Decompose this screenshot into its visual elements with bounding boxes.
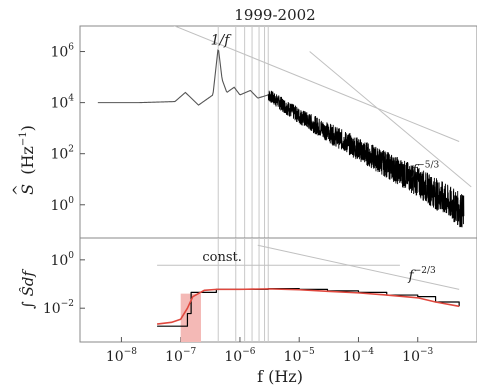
- x-tick-label: 10−8: [106, 347, 137, 365]
- cumulative-y-axis-label: ∫ Ŝdf: [19, 269, 37, 309]
- cumulative-plot-frame: [79, 237, 477, 343]
- spectrum-y-tick-label: 106: [50, 43, 74, 61]
- cumulative-axes-ticks: 100 10−2 10−8 10−7 10−6 10−5 10−4 10−3: [43, 251, 434, 365]
- spectrum-y-ticks: 106 104 102 100: [50, 43, 85, 214]
- spectrum-noise: [267, 90, 465, 228]
- reference-line: [173, 26, 460, 142]
- x-tick-label: 10−5: [284, 347, 315, 365]
- chart-title: 1999-2002: [234, 6, 315, 24]
- shaded-region: [180, 293, 201, 342]
- spectrum-y-label-unit: (Hz: [18, 146, 37, 175]
- spectrum-y-label-exp: −1: [18, 131, 29, 146]
- spectrum-reference-lines: [173, 26, 472, 188]
- spectrum-y-axis-label: S (Hz−1) ^: [11, 125, 37, 196]
- spectrum-y-tick-label: 102: [50, 145, 74, 163]
- ref-label-minus-2-3: f−2/3: [408, 266, 436, 284]
- marker-lines: [217, 26, 269, 238]
- spectrum-series: [97, 49, 465, 228]
- ref-label-minus-5-3: f−5/3: [411, 161, 439, 179]
- shaded-region-rect: [180, 293, 201, 342]
- step-series: [157, 287, 460, 327]
- spectrum-panel: 1999-2002 S (Hz−1) ^ 106 104 102 100 1/f f−5…: [11, 6, 477, 239]
- spectrum-y-label-close: ): [18, 125, 37, 131]
- svg-text:S (Hz−1): S (Hz−1): [18, 125, 37, 195]
- cumulative-y-tick-label: 10−2: [43, 299, 74, 317]
- smooth-series: [157, 288, 460, 325]
- cumulative-reference-labels: const. f−2/3: [202, 250, 436, 284]
- cumulative-panel: ∫ Ŝdf 100 10−2 10−8 10−7 10−6 10−5 10−4 10−3 co…: [19, 237, 477, 386]
- x-axis-label: f (Hz): [257, 367, 303, 386]
- spectrum-y-tick-label: 100: [50, 196, 74, 214]
- ref-label-const: const.: [202, 250, 242, 265]
- reference-line: [309, 51, 472, 188]
- reference-line: [257, 244, 460, 290]
- spectrum-y-tick-label: 104: [50, 94, 74, 112]
- spectrum-plot-frame: [79, 25, 477, 239]
- spectrum-y-label-hat: ^: [11, 184, 27, 196]
- x-tick-label: 10−3: [402, 347, 433, 365]
- spectrum-y-label-symbol: S: [18, 184, 37, 195]
- x-tick-label: 10−7: [165, 347, 196, 365]
- x-tick-label: 10−6: [224, 347, 255, 365]
- x-tick-label: 10−4: [343, 347, 374, 365]
- cumulative-reference-lines: [157, 244, 460, 290]
- spectrum-line: [97, 49, 269, 106]
- spectrum-reference-labels: 1/f f−5/3: [211, 32, 440, 178]
- ref-label-1-over-f: 1/f: [211, 32, 233, 48]
- cumulative-y-tick-label: 100: [50, 251, 74, 269]
- cumulative-series: [157, 287, 460, 327]
